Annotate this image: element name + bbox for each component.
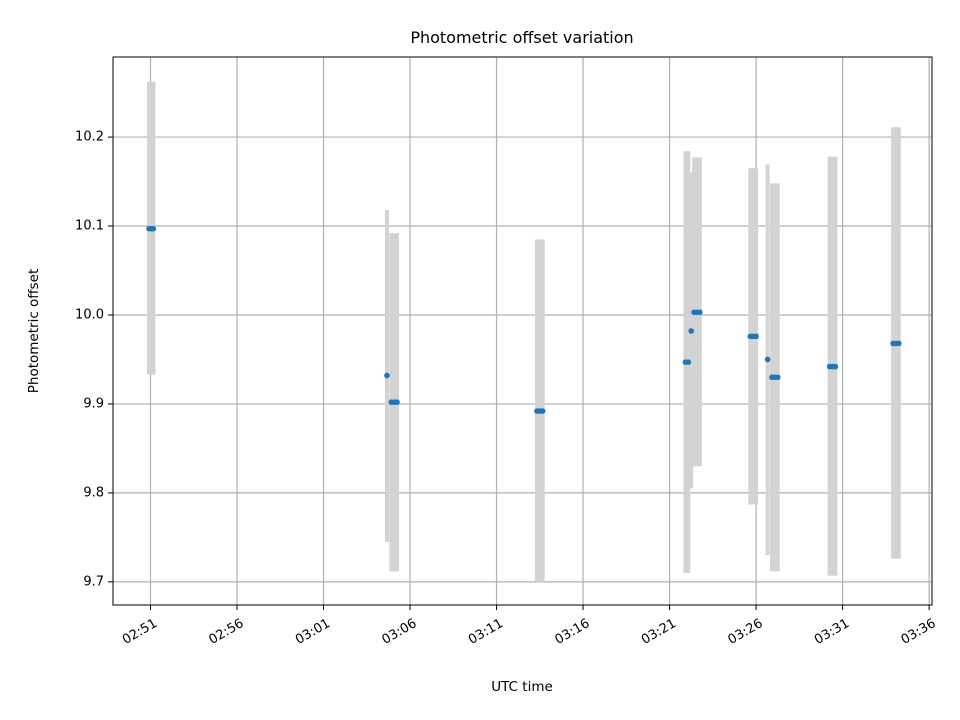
data-point xyxy=(685,359,692,365)
data-point xyxy=(774,374,781,381)
y-tick-label: 10.0 xyxy=(75,307,104,322)
data-point xyxy=(697,309,703,316)
data-point xyxy=(539,408,546,414)
chart-title: Photometric offset variation xyxy=(410,28,633,47)
data-point xyxy=(896,340,902,347)
data-point xyxy=(384,372,390,379)
y-tick-label: 9.8 xyxy=(83,485,104,500)
data-point xyxy=(394,399,400,405)
y-tick-label: 10.2 xyxy=(75,130,104,145)
x-axis-label: UTC time xyxy=(491,679,553,695)
y-tick-label: 9.9 xyxy=(83,396,104,411)
grid xyxy=(113,57,932,605)
y-tick-label: 10.1 xyxy=(75,219,104,234)
data-point xyxy=(832,363,839,370)
data-points xyxy=(146,225,902,414)
data-point xyxy=(150,225,157,232)
y-tick-label: 9.7 xyxy=(83,574,104,589)
data-point xyxy=(688,328,695,334)
data-point xyxy=(753,333,759,340)
plot-frame xyxy=(112,56,933,606)
y-axis-ticks: 9.7 9.8 9.9 10.0 10.1 10.2 xyxy=(75,130,113,589)
y-axis-label: Photometric offset xyxy=(26,269,42,393)
plot-area xyxy=(113,57,932,605)
data-point xyxy=(764,356,771,363)
